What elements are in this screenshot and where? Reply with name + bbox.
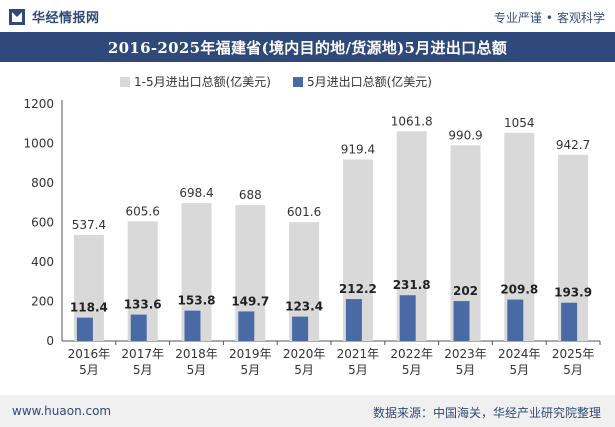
x-tick-label: 2021年 5月 <box>337 347 380 377</box>
bar-month <box>292 316 309 341</box>
y-tick-label: 0 <box>46 334 54 348</box>
bar-month <box>561 302 578 341</box>
data-label-month: 193.9 <box>554 286 592 300</box>
tagline-b: 客观科学 <box>556 11 605 25</box>
data-label-total: 919.4 <box>341 142 375 156</box>
brand-logo[interactable]: 华经情报网 <box>8 7 100 26</box>
data-label-month: 231.8 <box>393 278 431 292</box>
tagline-a: 专业严谨 <box>493 11 542 25</box>
data-label-month: 133.6 <box>124 298 162 312</box>
x-tick-label: 2020年 5月 <box>283 347 326 377</box>
data-label-total: 688 <box>239 188 262 202</box>
x-tick-label: 2023年 5月 <box>444 347 487 377</box>
bar-month <box>130 314 147 341</box>
x-tick-label: 2018年 5月 <box>175 347 218 377</box>
data-label-month: 209.8 <box>500 283 538 297</box>
legend-label-total: 1-5月进出口总额(亿美元) <box>134 75 271 89</box>
bullet-icon: • <box>545 11 553 25</box>
brand-name: 华经情报网 <box>32 11 100 26</box>
legend-item-month: 5月进出口总额(亿美元) <box>292 73 432 90</box>
data-label-total: 537.4 <box>72 218 106 232</box>
bar-month <box>184 310 201 341</box>
footer: www.huaon.com 数据来源：中国海关，华经产业研究院整理 <box>0 395 615 427</box>
chart-title: 2016-2025年福建省(境内目的地/货源地)5月进出口总额 <box>107 38 508 57</box>
data-label-month: 212.2 <box>339 282 377 296</box>
legend-swatch-total <box>120 76 130 87</box>
data-label-total: 990.9 <box>448 128 482 142</box>
data-label-month: 123.4 <box>285 300 323 314</box>
data-label-total: 942.7 <box>556 138 590 152</box>
brand-logo-icon <box>9 8 25 25</box>
x-tick-label: 2024年 5月 <box>498 347 541 377</box>
data-label-total: 1061.8 <box>391 114 433 128</box>
x-tick-label: 2019年 5月 <box>229 347 272 377</box>
data-label-month: 149.7 <box>231 294 269 308</box>
data-label-total: 1054 <box>504 116 535 130</box>
bar-month <box>507 299 524 341</box>
data-label-month: 153.8 <box>178 294 216 308</box>
top-bar: 华经情报网 专业严谨 • 客观科学 <box>0 0 615 32</box>
data-label-month: 202 <box>453 284 478 298</box>
title-bar: 2016-2025年福建省(境内目的地/货源地)5月进出口总额 <box>0 32 615 62</box>
legend-label-month: 5月进出口总额(亿美元) <box>306 75 432 89</box>
legend-swatch-month <box>292 76 303 87</box>
y-tick-label: 1200 <box>23 97 54 111</box>
chart-legend: 1-5月进出口总额(亿美元) 5月进出口总额(亿美元) <box>120 73 454 90</box>
y-tick-label: 600 <box>31 216 54 230</box>
data-label-total: 605.6 <box>126 204 160 218</box>
bar-chart: 0 200 400 600 800 1000 1200 537.4 118.4 2016年 5月 60… <box>23 97 601 377</box>
x-tick-label: 2022年 5月 <box>390 347 433 377</box>
tagline: 专业严谨 • 客观科学 <box>494 9 605 26</box>
data-label-total: 698.4 <box>179 186 213 200</box>
bar-month <box>453 301 470 341</box>
y-tick-label: 1000 <box>23 137 54 151</box>
y-tick-label: 800 <box>31 176 54 190</box>
legend-item-total: 1-5月进出口总额(亿美元) <box>120 73 271 90</box>
data-label-total: 601.6 <box>287 205 321 219</box>
bar-month <box>399 295 416 341</box>
y-tick-label: 200 <box>31 295 54 309</box>
x-tick-label: 2017年 5月 <box>121 347 164 377</box>
bar-month <box>345 299 362 341</box>
bar-month <box>238 311 255 341</box>
data-label-month: 118.4 <box>70 301 108 315</box>
y-tick-label: 400 <box>31 255 54 269</box>
x-tick-label: 2025年 5月 <box>552 347 595 377</box>
x-tick-label: 2016年 5月 <box>68 347 111 377</box>
footer-site[interactable]: www.huaon.com <box>12 404 112 418</box>
footer-source: 数据来源：中国海关，华经产业研究院整理 <box>372 406 601 420</box>
bar-month <box>76 317 93 341</box>
